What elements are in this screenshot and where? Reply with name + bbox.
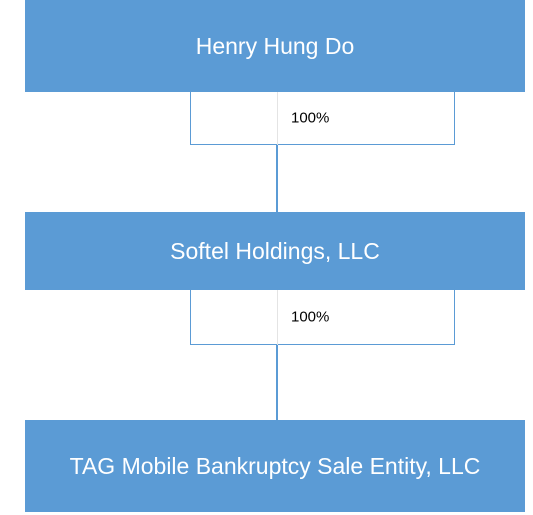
entity-label: Softel Holdings, LLC <box>170 238 380 264</box>
ownership-box: 100% <box>190 92 455 145</box>
entity-box: TAG Mobile Bankruptcy Sale Entity, LLC <box>25 420 525 512</box>
ownership-box: 100% <box>190 290 455 345</box>
entity-label: Henry Hung Do <box>195 33 355 59</box>
entity-label: TAG Mobile Bankruptcy Sale Entity, LLC <box>69 453 481 479</box>
connector <box>276 345 278 420</box>
entity-box: Softel Holdings, LLC <box>25 212 525 290</box>
faint-line <box>277 290 278 345</box>
connector <box>276 145 278 212</box>
ownership-label: 100% <box>291 308 330 326</box>
faint-line <box>277 92 278 145</box>
entity-box: Henry Hung Do <box>25 0 525 92</box>
ownership-label: 100% <box>291 109 330 127</box>
